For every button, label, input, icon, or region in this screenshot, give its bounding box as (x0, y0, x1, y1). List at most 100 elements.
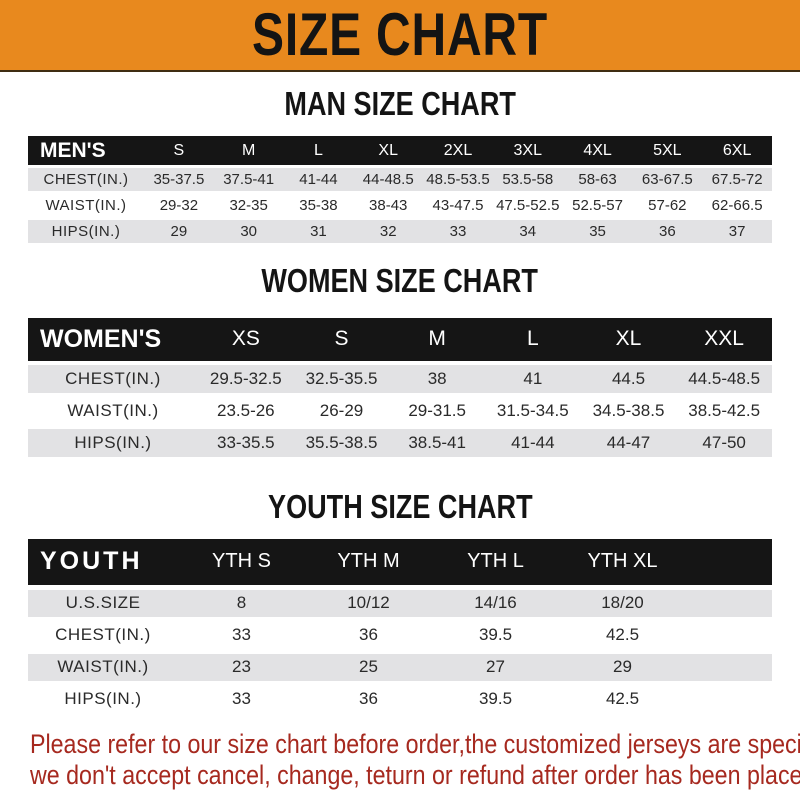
cell-value: 36 (359, 625, 378, 645)
cell-value: 63-67.5 (641, 171, 693, 189)
man-size-chart-heading-text: MAN SIZE CHART (284, 85, 516, 122)
cell-value: 27 (486, 657, 505, 677)
column-header: YTH XL (587, 550, 658, 573)
column-header: XS (231, 327, 260, 351)
cell-value: 29 (170, 223, 188, 241)
table-corner-label: YOUTH (40, 547, 143, 576)
row-label: WAIST(IN.) (67, 400, 159, 420)
cell-value: 32.5-35.5 (305, 368, 378, 388)
column-header: YTH M (337, 550, 400, 573)
column-header: XL (615, 327, 642, 351)
cell-value: 33 (449, 223, 467, 241)
cell-value: 32-35 (229, 197, 268, 215)
cell-value: 34.5-38.5 (592, 400, 665, 420)
cell-value: 42.5 (605, 689, 640, 709)
table-header-row: WOMEN'S XS S M L XL XXL (28, 317, 772, 361)
column-header: M (428, 327, 446, 351)
cell-value: 29.5-32.5 (209, 368, 282, 388)
column-header: S (173, 141, 185, 159)
cell-value: 18/20 (601, 593, 644, 613)
cell-value: 30 (240, 223, 257, 241)
disclaimer-line-2: we don't accept cancel, change, teturn o… (30, 759, 800, 790)
cell-value: 36 (359, 689, 378, 709)
table-row: HIPS(IN.) 29 30 31 32 33 34 35 36 37 (28, 220, 772, 244)
table-header-row: YOUTH YTH S YTH M YTH L YTH XL (28, 538, 772, 585)
column-header: L (313, 141, 323, 159)
cell-value: 36 (658, 223, 676, 241)
row-label: HIPS(IN.) (64, 689, 142, 709)
cell-value: 35-37.5 (153, 171, 205, 189)
column-header: 2XL (443, 141, 473, 159)
table-row: CHEST(IN.) 33 36 39.5 42.5 (28, 621, 772, 649)
cell-value: 35.5-38.5 (305, 432, 378, 452)
column-header: 4XL (583, 141, 612, 159)
cell-value: 37.5-41 (223, 171, 275, 189)
cell-value: 62-66.5 (711, 197, 763, 215)
cell-value: 23 (232, 657, 251, 677)
cell-value: 42.5 (605, 625, 640, 645)
youth-size-chart-heading: YOUTH SIZE CHART (0, 487, 800, 525)
women-size-chart-heading: WOMEN SIZE CHART (0, 262, 800, 299)
table-row: HIPS(IN.) 33 36 39.5 42.5 (28, 685, 772, 713)
cell-value: 38.5-42.5 (688, 400, 761, 420)
column-header: XXL (704, 327, 744, 351)
column-header: 3XL (513, 141, 542, 159)
cell-value: 44-48.5 (362, 171, 414, 189)
table-row: CHEST(IN.) 29.5-32.5 32.5-35.5 38 41 44.5 44.5… (28, 364, 772, 393)
table-corner-label: MEN'S (40, 138, 106, 162)
cell-value: 37 (728, 223, 746, 241)
cell-value: 23.5-26 (216, 400, 275, 420)
column-header: XL (378, 141, 398, 159)
cell-value: 44-47 (606, 432, 651, 452)
size-chart-banner: SIZE CHART (0, 0, 800, 72)
women-size-table: WOMEN'S XS S M L XL XXL CHEST(IN.) 29.5-32.5 32.5… (28, 317, 772, 457)
disclaimer-note: Please refer to our size chart before or… (30, 729, 800, 791)
cell-value: 38.5-41 (408, 432, 466, 452)
column-header: L (526, 327, 539, 351)
row-label: WAIST(IN.) (57, 657, 149, 677)
row-label: WAIST(IN.) (45, 197, 127, 215)
table-row: HIPS(IN.) 33-35.5 35.5-38.5 38.5-41 41-44 44-… (28, 428, 772, 457)
cell-value: 57-62 (648, 197, 687, 215)
row-label: CHEST(IN.) (55, 625, 151, 645)
cell-value: 41 (523, 368, 543, 388)
column-header: YTH L (467, 550, 524, 573)
cell-value: 41-44 (299, 171, 338, 189)
table-row: CHEST(IN.) 35-37.5 37.5-41 41-44 44-48.5 48.5… (28, 168, 772, 192)
table-row: WAIST(IN.) 23.5-26 26-29 29-31.5 31.5-34.5 34… (28, 396, 772, 425)
cell-value: 44.5 (611, 368, 646, 388)
cell-value: 41-44 (511, 432, 555, 452)
youth-size-chart-heading-text: YOUTH SIZE CHART (267, 487, 533, 525)
cell-value: 47.5-52.5 (496, 197, 560, 215)
cell-value: 31.5-34.5 (496, 400, 569, 420)
cell-value: 43-47.5 (432, 197, 484, 215)
cell-value: 33 (232, 625, 251, 645)
cell-value: 26-29 (319, 400, 364, 420)
cell-value: 33 (232, 689, 251, 709)
row-label: HIPS(IN.) (74, 432, 152, 452)
cell-value: 38 (427, 368, 447, 388)
cell-value: 33-35.5 (216, 432, 275, 452)
cell-value: 53.5-58 (502, 171, 554, 189)
column-header: 6XL (722, 141, 752, 159)
table-row: U.S.SIZE 8 10/12 14/16 18/20 (28, 589, 772, 617)
cell-value: 58-63 (578, 171, 617, 189)
cell-value: 14/16 (474, 593, 517, 613)
row-label: CHEST(IN.) (65, 368, 161, 388)
men-size-table: MEN'S S M L XL 2XL 3XL 4XL 5XL 6XL CHEST(IN.) 35-37… (28, 136, 772, 244)
cell-value: 47-50 (702, 432, 746, 452)
column-header: YTH S (212, 550, 271, 573)
cell-value: 29-32 (159, 197, 199, 215)
cell-value: 39.5 (478, 625, 513, 645)
man-size-chart-heading: MAN SIZE CHART (0, 85, 800, 122)
row-label: U.S.SIZE (65, 593, 141, 613)
youth-size-table: YOUTH YTH S YTH M YTH L YTH XL U.S.SIZE 8 10/12… (28, 538, 772, 713)
cell-value: 25 (359, 657, 378, 677)
column-header: M (241, 141, 256, 159)
cell-value: 31 (310, 223, 327, 241)
column-header: S (334, 327, 349, 351)
cell-value: 29-31.5 (408, 400, 466, 420)
table-corner-label: WOMEN'S (40, 324, 162, 353)
cell-value: 29 (613, 657, 632, 677)
column-header: 5XL (653, 141, 682, 159)
